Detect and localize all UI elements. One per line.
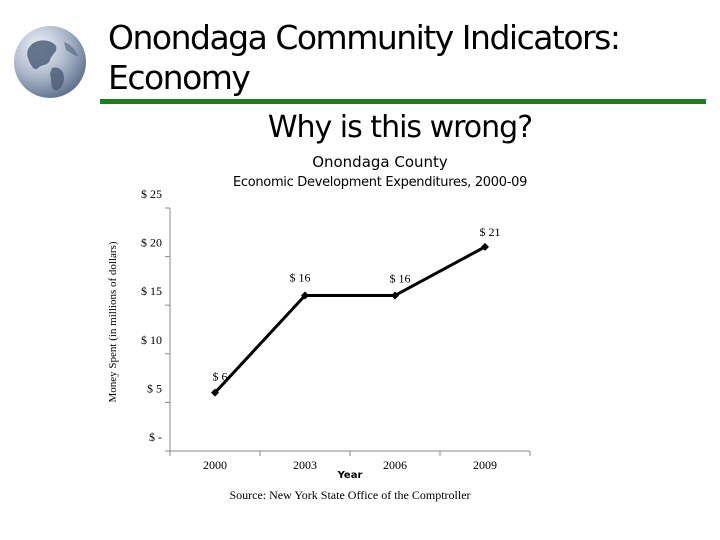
x-tick-label: 2009 bbox=[473, 458, 497, 472]
x-tick-label: 2003 bbox=[293, 458, 317, 472]
y-tick-label: $ 25 bbox=[141, 187, 162, 201]
x-tick-label: 2006 bbox=[383, 458, 407, 472]
slide-question: Why is this wrong? bbox=[267, 110, 533, 145]
x-axis-label: Year bbox=[337, 470, 363, 481]
chart-subtitle: Economic Development Expenditures, 2000-… bbox=[232, 175, 528, 190]
y-tick-label: $ - bbox=[149, 430, 162, 444]
chart-source: Source: New York State Office of the Com… bbox=[229, 488, 471, 502]
data-label: $ 6 bbox=[213, 370, 228, 384]
slide-title: Onondaga Community Indicators: Economy bbox=[108, 18, 621, 97]
data-label: $ 21 bbox=[480, 225, 501, 239]
data-label: $ 16 bbox=[290, 270, 311, 284]
data-point bbox=[391, 291, 399, 300]
data-point bbox=[481, 242, 489, 251]
y-tick-label: $ 15 bbox=[141, 284, 162, 298]
title-divider bbox=[100, 99, 706, 104]
y-tick-label: $ 5 bbox=[147, 381, 162, 395]
globe-icon bbox=[14, 26, 86, 98]
y-tick-label: $ 20 bbox=[141, 236, 162, 250]
y-tick-label: $ 10 bbox=[141, 333, 162, 347]
series-line bbox=[213, 245, 486, 394]
y-axis-label: Money Spent (in millions of dollars) bbox=[107, 241, 119, 403]
data-label: $ 16 bbox=[390, 271, 411, 285]
x-tick-label: 2000 bbox=[203, 458, 227, 472]
data-point bbox=[301, 291, 309, 300]
data-point bbox=[211, 388, 219, 397]
chart-title: Onondaga County bbox=[312, 153, 448, 171]
